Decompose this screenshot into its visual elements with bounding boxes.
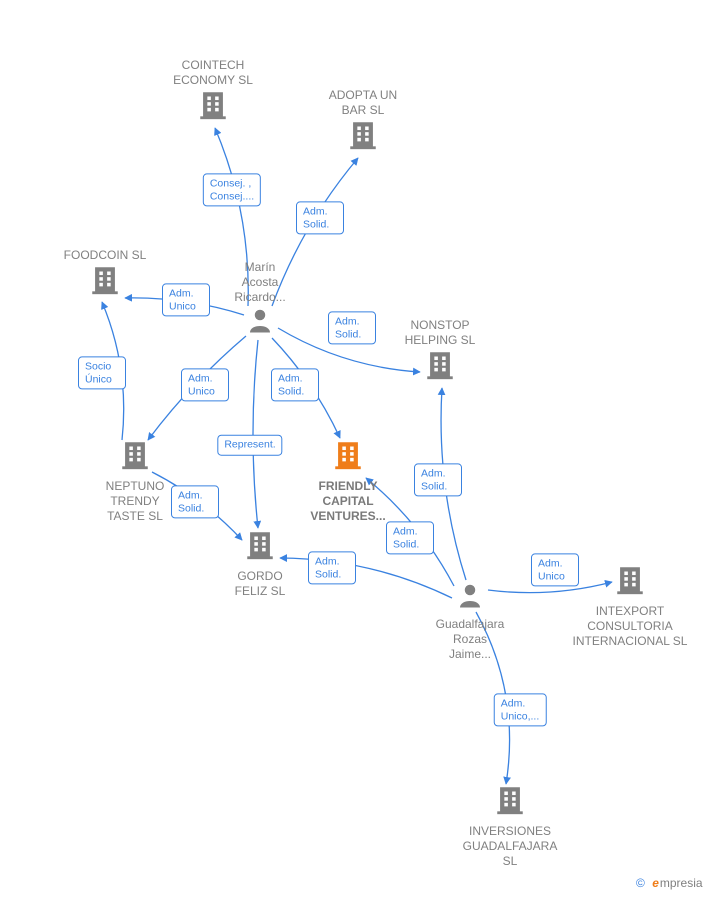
edge-label: Socio Único (78, 356, 126, 389)
edge-label: Adm. Solid. (171, 485, 219, 518)
node-marin[interactable]: Marín Acosta Ricardo... (200, 258, 320, 340)
edge-label: Adm. Solid. (328, 311, 376, 344)
copyright-symbol: © (636, 876, 645, 890)
person-icon (455, 580, 485, 610)
edge-label: Adm. Solid. (308, 551, 356, 584)
edge-label: Represent. (217, 435, 282, 456)
node-cointech[interactable]: COINTECH ECONOMY SL (153, 56, 273, 127)
node-friendly[interactable]: FRIENDLY CAPITAL VENTURES... (288, 438, 408, 524)
building-icon (243, 528, 277, 562)
person-icon (245, 305, 275, 335)
edge-label: Consej. , Consej.... (203, 173, 261, 206)
edge-label: Adm. Solid. (386, 521, 434, 554)
node-label: COINTECH ECONOMY SL (153, 58, 273, 88)
building-icon (613, 563, 647, 597)
node-foodcoin[interactable]: FOODCOIN SL (45, 246, 165, 302)
node-label: INVERSIONES GUADALFAJARA SL (450, 824, 570, 869)
node-label: Guadalfajara Rozas Jaime... (410, 617, 530, 662)
building-icon (331, 438, 365, 472)
edge-label: Adm. Solid. (296, 201, 344, 234)
node-gordo[interactable]: GORDO FELIZ SL (200, 528, 320, 599)
edge-label: Adm. Unico (181, 368, 229, 401)
node-label: INTEXPORT CONSULTORIA INTERNACIONAL SL (570, 604, 690, 649)
node-label: ADOPTA UN BAR SL (303, 88, 423, 118)
node-nonstop[interactable]: NONSTOP HELPING SL (380, 316, 500, 387)
node-inversiones[interactable]: INVERSIONES GUADALFAJARA SL (450, 783, 570, 869)
node-adopta[interactable]: ADOPTA UN BAR SL (303, 86, 423, 157)
edge-label: Adm. Solid. (414, 463, 462, 496)
building-icon (118, 438, 152, 472)
node-label: Marín Acosta Ricardo... (200, 260, 320, 305)
building-icon (88, 263, 122, 297)
copyright-logo-char: e (652, 876, 659, 890)
building-icon (346, 118, 380, 152)
copyright-text: mpresia (660, 876, 703, 890)
node-label: FRIENDLY CAPITAL VENTURES... (288, 479, 408, 524)
edge-label: Adm. Unico (531, 553, 579, 586)
building-icon (423, 348, 457, 382)
node-guadal[interactable]: Guadalfajara Rozas Jaime... (410, 580, 530, 662)
edge-label: Adm. Unico,... (494, 693, 547, 726)
copyright: © empresia (636, 876, 703, 890)
node-intexport[interactable]: INTEXPORT CONSULTORIA INTERNACIONAL SL (570, 563, 690, 649)
building-icon (196, 88, 230, 122)
node-label: GORDO FELIZ SL (200, 569, 320, 599)
building-icon (493, 783, 527, 817)
node-label: NONSTOP HELPING SL (380, 318, 500, 348)
edge-label: Adm. Unico (162, 283, 210, 316)
diagram-canvas: © empresia COINTECH ECONOMY SL ADOPTA UN… (0, 0, 728, 905)
node-label: FOODCOIN SL (45, 248, 165, 263)
edge-label: Adm. Solid. (271, 368, 319, 401)
